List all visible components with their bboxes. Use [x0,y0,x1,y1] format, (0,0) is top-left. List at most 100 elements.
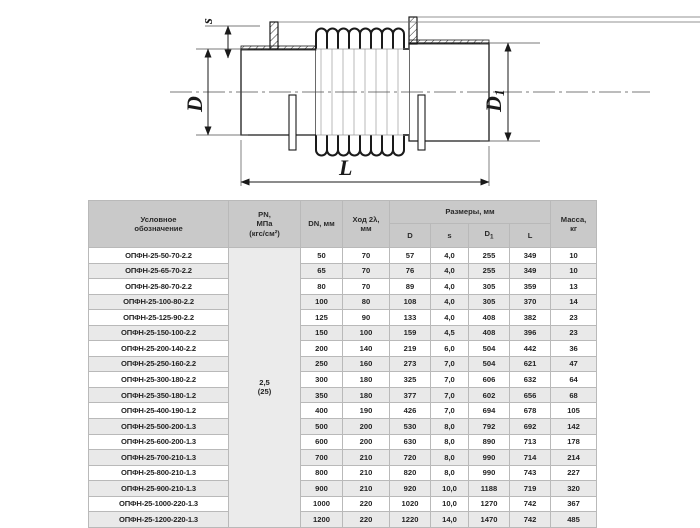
header-row-sub: D s D1 L [89,222,597,249]
cell-size-d: 219 [389,340,431,357]
cell-size-s: 8,0 [430,433,469,451]
cell-size-d1: 890 [468,433,510,451]
tie-rod-stubs-lower [288,94,426,151]
cell-size-d: 1220 [389,511,431,528]
cell-stroke: 210 [342,464,390,482]
cell-size-d1: 305 [468,293,510,311]
cell-dn: 65 [300,262,343,280]
cell-size-l: 349 [508,247,552,264]
cell-size-d: 273 [389,355,431,373]
header-pn-line3: (кгс/см²) [249,228,280,238]
cell-designation: ОПФН-25-400-190-1.2 [88,402,229,420]
cell-size-s: 4,0 [430,293,469,311]
cell-stroke: 140 [342,340,390,357]
cell-stroke: 200 [342,433,390,451]
cell-size-l: 396 [508,324,552,342]
cell-size-l: 349 [508,262,552,280]
cell-size-d: 133 [389,309,431,326]
cell-size-l: 714 [508,449,552,466]
cell-size-d1: 305 [468,278,510,295]
header-pn: PN, МПа (кгс/см²) [228,200,301,248]
cell-size-d: 920 [389,480,431,497]
cell-size-l: 742 [508,511,552,528]
header-size-D1-base: D [484,229,490,239]
cell-size-s: 4,0 [430,262,469,280]
cell-designation: ОПФН-25-600-200-1.3 [88,433,229,451]
dimension-label-s: s [200,18,216,24]
cell-size-l: 743 [508,464,552,482]
table-row: ОПФН-25-1200-220-1.3 1200 220 1220 14,0 1470 7… [88,511,598,528]
cell-size-s: 4,5 [430,324,469,342]
cell-mass: 36 [550,340,598,357]
cell-size-d1: 606 [468,371,510,388]
cell-stroke: 100 [342,324,390,342]
cell-designation: ОПФН-25-700-210-1.3 [88,449,229,466]
header-size-L: L [508,222,552,249]
cell-designation: ОПФН-25-250-160-2.2 [88,355,229,373]
cell-dn: 350 [300,386,343,404]
table-header: Условное обозначение PN, МПа (кгс/см²) D… [88,200,598,249]
cell-mass: 485 [550,511,598,528]
cell-designation: ОПФН-25-1000-220-1.3 [88,495,229,513]
cell-stroke: 180 [342,386,390,404]
header-mass: Масса, кг [550,200,598,248]
cell-size-d1: 408 [468,324,510,342]
cell-size-d: 108 [389,293,431,311]
header-mass-line2: кг [570,224,578,233]
cell-dn: 80 [300,278,343,295]
table-row: ОПФН-25-100-80-2.2 100 80 108 4,0 305 370 14 [88,293,598,311]
cell-mass: 13 [550,278,598,295]
cell-stroke: 160 [342,355,390,373]
dimension-label-D1-base: D [481,96,506,112]
cell-dn: 1000 [300,495,343,513]
cell-designation: ОПФН-25-65-70-2.2 [88,262,229,280]
cell-dn: 50 [300,247,343,264]
cell-size-d1: 694 [468,402,510,420]
cell-mass: 227 [550,464,598,482]
header-designation-line2: обозначение [134,224,183,233]
cell-stroke: 80 [342,293,390,311]
cell-size-s: 8,0 [430,418,469,435]
cell-size-d: 76 [389,262,431,280]
cell-size-l: 370 [508,293,552,311]
cell-stroke: 70 [342,278,390,295]
cell-designation: ОПФН-25-500-200-1.3 [88,418,229,435]
cell-mass: 10 [550,247,598,264]
table-row: ОПФН-25-700-210-1.3 700 210 720 8,0 990 714 214 [88,449,598,466]
dimension-label-D: D [182,96,207,112]
cell-size-d1: 1470 [468,511,510,528]
cell-dn: 200 [300,340,343,357]
cell-size-l: 656 [508,386,552,404]
cell-size-d1: 255 [468,247,510,264]
header-mass-line1: Масса, [560,214,587,224]
cell-stroke: 180 [342,371,390,388]
cell-size-s: 7,0 [430,371,469,388]
cell-stroke: 190 [342,402,390,420]
table-row: ОПФН-25-300-180-2.2 300 180 325 7,0 606 632 64 [88,371,598,388]
cell-dn: 100 [300,293,343,311]
tie-rod-lugs [269,16,700,50]
cell-mass: 10 [550,262,598,280]
header-row-top: Условное обозначение PN, МПа (кгс/см²) D… [88,200,598,248]
cell-size-d1: 504 [468,355,510,373]
cell-size-s: 4,0 [430,278,469,295]
table-row: ОПФН-25-600-200-1.3 600 200 630 8,0 890 713 178 [88,433,598,451]
header-designation-line1: Условное [140,214,177,224]
cell-stroke: 210 [342,449,390,466]
cell-designation: ОПФН-25-150-100-2.2 [88,324,229,342]
cell-mass: 178 [550,433,598,451]
cell-size-l: 382 [508,309,552,326]
cell-designation: ОПФН-25-800-210-1.3 [88,464,229,482]
cell-mass: 14 [550,293,598,311]
header-designation: Условное обозначение [88,200,229,248]
dimension-label-D1-sub: 1 [492,89,507,97]
cell-size-l: 713 [508,433,552,451]
header-size-s: s [430,222,469,249]
cell-dn: 500 [300,418,343,435]
cell-size-s: 7,0 [430,402,469,420]
cell-size-d1: 255 [468,262,510,280]
header-stroke: Ход 2λ, мм [342,200,390,248]
cell-size-d: 1020 [389,495,431,513]
cell-mass: 47 [550,355,598,373]
cell-size-d: 57 [389,247,431,264]
